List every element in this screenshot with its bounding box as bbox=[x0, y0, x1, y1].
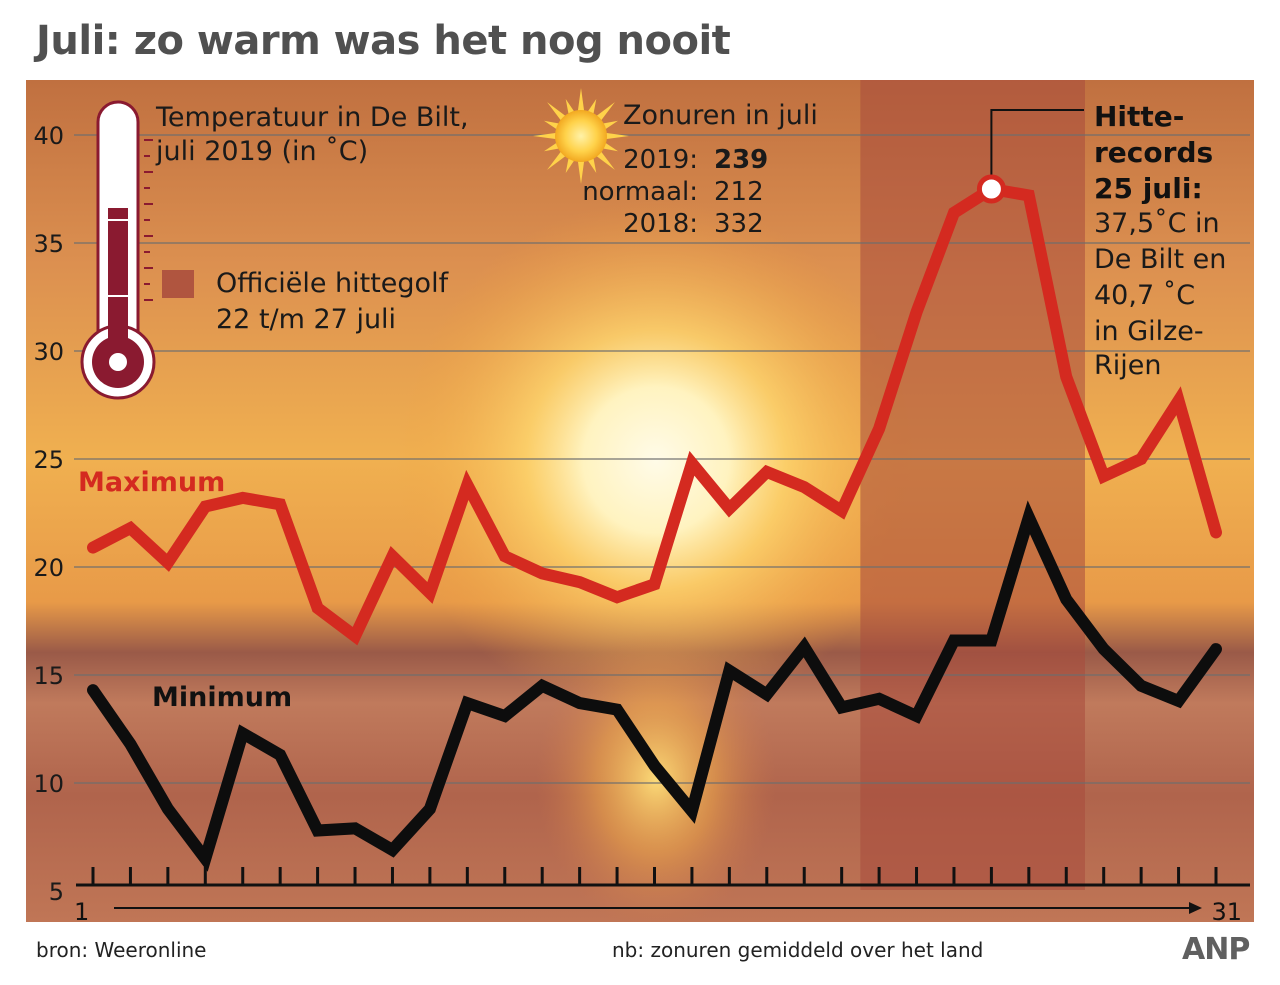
sun-ray bbox=[547, 102, 567, 122]
sun-info-label-2019: 2019: bbox=[623, 145, 698, 175]
heatwave-band bbox=[860, 80, 1085, 890]
sun-ray bbox=[547, 150, 567, 170]
record-note-line-1: 37,5˚C in bbox=[1094, 208, 1220, 239]
series-line-maximum bbox=[87, 182, 1222, 646]
record-note-line-3: 40,7 ˚C bbox=[1094, 280, 1195, 311]
record-note-bold-3: 25 juli: bbox=[1094, 172, 1203, 205]
footnote: nb: zonuren gemiddeld over het land bbox=[612, 938, 984, 962]
sun-ray bbox=[544, 142, 561, 152]
y-axis-labels: 5 10 15 20 25 30 35 40 bbox=[33, 122, 64, 906]
sun-ray bbox=[601, 142, 618, 152]
thermo-legend-line2: juli 2019 (in ˚C) bbox=[155, 136, 368, 167]
sun-ray bbox=[533, 132, 558, 140]
x-axis bbox=[76, 867, 1250, 887]
temperature-line-chart: 5 10 15 20 25 30 35 40 1 31 Maximum Minimum bbox=[26, 80, 1254, 922]
sun-info-value-2018: 332 bbox=[714, 209, 764, 239]
sun-disc bbox=[555, 110, 607, 162]
sun-ray bbox=[595, 150, 615, 170]
record-marker bbox=[976, 174, 1006, 204]
x-axis-arrow bbox=[114, 902, 1202, 914]
record-note-line-4: in Gilze- bbox=[1094, 316, 1204, 347]
thermo-legend-line1: Temperatuur in De Bilt, bbox=[155, 102, 469, 133]
heatwave-legend-swatch bbox=[162, 270, 194, 298]
sun-ray bbox=[577, 159, 585, 184]
x-tick-label-first: 1 bbox=[74, 898, 89, 922]
sun-info-title: Zonuren in juli bbox=[623, 100, 818, 131]
y-tick-label-30: 30 bbox=[33, 338, 64, 366]
record-leader-line bbox=[990, 109, 1084, 177]
y-tick-label-35: 35 bbox=[33, 230, 64, 258]
record-note-line-5: Rijen bbox=[1094, 350, 1162, 381]
series-label-minimum: Minimum bbox=[152, 682, 292, 713]
series-label-maximum: Maximum bbox=[78, 467, 225, 498]
sun-ray bbox=[565, 156, 575, 173]
sun-ray bbox=[577, 88, 585, 113]
series-line-minimum bbox=[87, 500, 1222, 872]
sun-info-label-2018: 2018: bbox=[623, 209, 698, 239]
record-note-bold-1: Hitte- bbox=[1094, 100, 1184, 133]
sun-ray bbox=[595, 102, 615, 122]
y-tick-label-10: 10 bbox=[33, 770, 64, 798]
sun-ray bbox=[587, 156, 597, 173]
thermometer-icon bbox=[80, 100, 156, 400]
heatwave-legend-line1: Officiële hittegolf bbox=[216, 268, 450, 299]
heatwave-legend-line2: 22 t/m 27 juli bbox=[216, 304, 396, 335]
sun-glow bbox=[396, 200, 916, 720]
source-note: bron: Weeronline bbox=[36, 938, 207, 962]
y-tick-label-20: 20 bbox=[33, 554, 64, 582]
chart-panel: 5 10 15 20 25 30 35 40 1 31 Maximum Minimum bbox=[26, 80, 1254, 922]
anp-logo: ANP bbox=[1182, 932, 1250, 967]
sun-info-label-normal: normaal: bbox=[582, 177, 698, 207]
y-tick-label-15: 15 bbox=[33, 662, 64, 690]
y-tick-label-25: 25 bbox=[33, 446, 64, 474]
sun-ray bbox=[604, 132, 629, 140]
sun-ray bbox=[587, 99, 597, 116]
x-tick-label-last: 31 bbox=[1211, 898, 1242, 922]
record-note-bold-2: records bbox=[1094, 136, 1213, 169]
page-title: Juli: zo warm was het nog nooit bbox=[36, 18, 731, 64]
record-note-line-2: De Bilt en bbox=[1094, 244, 1226, 275]
sun-ray bbox=[565, 99, 575, 116]
y-tick-label-5: 5 bbox=[49, 878, 64, 906]
sun-icon bbox=[533, 88, 629, 184]
y-tick-label-40: 40 bbox=[33, 122, 64, 150]
sun-info-value-normal: 212 bbox=[714, 177, 764, 207]
sun-info-value-2019: 239 bbox=[714, 145, 768, 175]
